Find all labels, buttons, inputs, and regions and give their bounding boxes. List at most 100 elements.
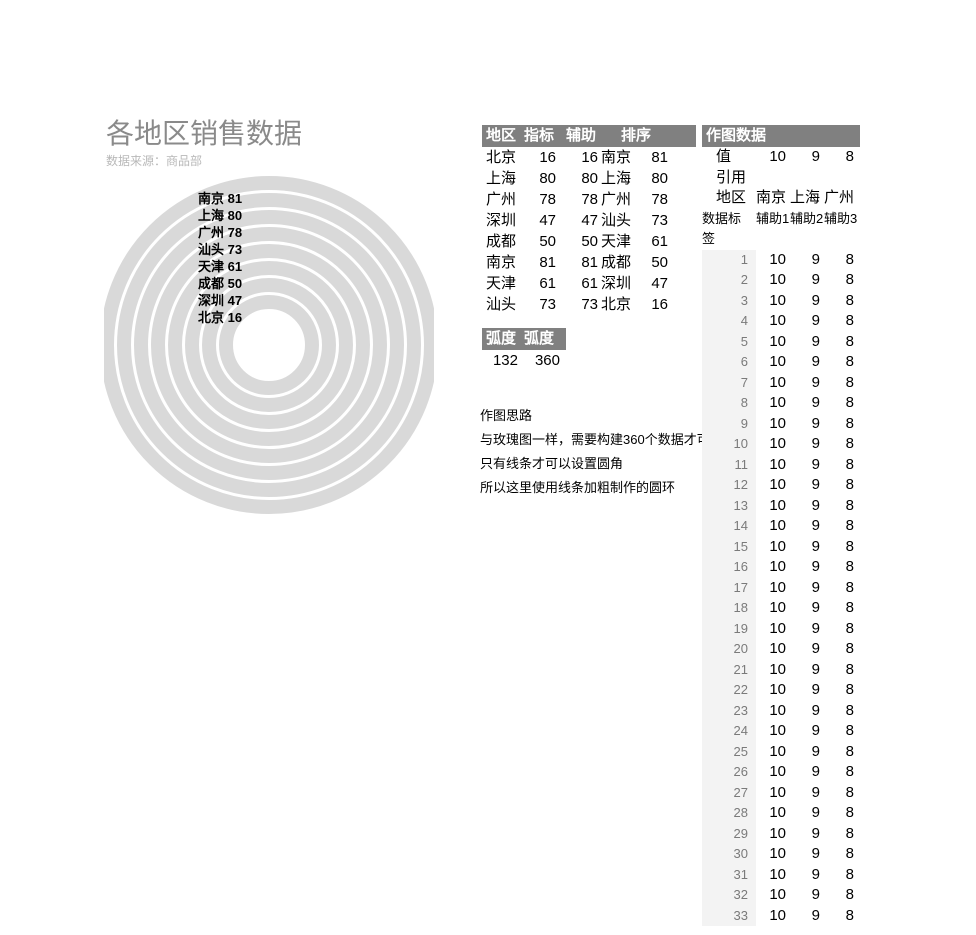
value-3: 8: [824, 147, 858, 168]
row-v1: 10: [756, 352, 790, 373]
row-index: 21: [702, 660, 756, 681]
region-1: 南京: [756, 188, 790, 209]
row-index: 8: [702, 393, 756, 414]
data-row-14: 141098: [702, 516, 860, 537]
data-row-21: 211098: [702, 660, 860, 681]
row-index: 2: [702, 270, 756, 291]
row-v1: 10: [756, 475, 790, 496]
row-index: 16: [702, 557, 756, 578]
col-label-3: 辅助3: [824, 209, 858, 250]
row-v1: 10: [756, 885, 790, 906]
row-v1: 10: [756, 373, 790, 394]
cell-region: 广州: [482, 189, 524, 210]
row-v2: 9: [790, 660, 824, 681]
data-row-6: 61098: [702, 352, 860, 373]
arc-v2: 360: [524, 350, 566, 371]
row-v3: 8: [824, 557, 858, 578]
row-index: 7: [702, 373, 756, 394]
row-index: 32: [702, 885, 756, 906]
chart-labels: 南京 81上海 80广州 78汕头 73天津 61成都 50深圳 47北京 16: [198, 190, 242, 326]
cell-indicator: 61: [524, 273, 566, 294]
row-index: 24: [702, 721, 756, 742]
row-v1: 10: [756, 639, 790, 660]
row-v2: 9: [790, 475, 824, 496]
row-v1: 10: [756, 680, 790, 701]
cell-sort-val: 81: [638, 147, 668, 168]
data-row-4: 41098: [702, 311, 860, 332]
page-title: 各地区销售数据: [106, 112, 302, 152]
row-v2: 9: [790, 557, 824, 578]
row-v1: 10: [756, 434, 790, 455]
region-row-2: 广州7878广州78: [482, 189, 696, 210]
cell-region: 上海: [482, 168, 524, 189]
cell-sort-name: 上海: [598, 168, 638, 189]
row-v3: 8: [824, 803, 858, 824]
row-index: 22: [702, 680, 756, 701]
ref-row: 引用: [702, 168, 860, 189]
row-v3: 8: [824, 619, 858, 640]
row-v1: 10: [756, 619, 790, 640]
data-row-5: 51098: [702, 332, 860, 353]
region-2: 上海: [790, 188, 824, 209]
hdr-arc2: 弧度: [524, 328, 566, 350]
row-index: 3: [702, 291, 756, 312]
value-1: 10: [756, 147, 790, 168]
row-index: 26: [702, 762, 756, 783]
row-v2: 9: [790, 373, 824, 394]
region-row-7: 汕头7373北京16: [482, 294, 696, 315]
data-row-8: 81098: [702, 393, 860, 414]
row-v2: 9: [790, 619, 824, 640]
region-row-4: 成都5050天津61: [482, 231, 696, 252]
row-index: 1: [702, 250, 756, 271]
value-2: 9: [790, 147, 824, 168]
row-v2: 9: [790, 393, 824, 414]
row-v3: 8: [824, 414, 858, 435]
hdr-sort: 排序: [621, 125, 696, 147]
data-row-33: 331098: [702, 906, 860, 927]
row-v2: 9: [790, 844, 824, 865]
data-row-1: 11098: [702, 250, 860, 271]
hdr-arc1: 弧度: [482, 328, 524, 350]
row-v3: 8: [824, 516, 858, 537]
cell-indicator: 47: [524, 210, 566, 231]
ring-1: [124, 200, 414, 490]
row-index: 14: [702, 516, 756, 537]
row-v3: 8: [824, 434, 858, 455]
data-row-18: 181098: [702, 598, 860, 619]
cell-indicator: 73: [524, 294, 566, 315]
row-v2: 9: [790, 352, 824, 373]
chart-label-1: 上海 80: [198, 207, 242, 224]
row-v1: 10: [756, 742, 790, 763]
row-v3: 8: [824, 865, 858, 886]
row-v1: 10: [756, 865, 790, 886]
row-v1: 10: [756, 291, 790, 312]
data-row-7: 71098: [702, 373, 860, 394]
hdr-aux: 辅助: [566, 125, 621, 147]
data-row-16: 161098: [702, 557, 860, 578]
hdr-indicator: 指标: [524, 125, 566, 147]
arc-table-header: 弧度 弧度: [482, 328, 566, 350]
note-line-1: 与玫瑰图一样，需要构建360个数据才可以圆: [480, 432, 736, 448]
page-subtitle: 数据来源：商品部: [106, 152, 202, 169]
cell-indicator: 81: [524, 252, 566, 273]
page: 各地区销售数据 数据来源：商品部 南京 81上海 80广州 78汕头 73天津 …: [0, 0, 976, 935]
row-v2: 9: [790, 783, 824, 804]
cell-sort-val: 50: [638, 252, 668, 273]
cell-aux: 80: [566, 168, 598, 189]
row-v3: 8: [824, 291, 858, 312]
chart-label-4: 天津 61: [198, 258, 242, 275]
row-v1: 10: [756, 824, 790, 845]
row-v3: 8: [824, 537, 858, 558]
row-v2: 9: [790, 250, 824, 271]
row-index: 9: [702, 414, 756, 435]
note-line-2: 只有线条才可以设置圆角: [480, 456, 736, 472]
cell-region: 成都: [482, 231, 524, 252]
row-v1: 10: [756, 578, 790, 599]
cell-indicator: 50: [524, 231, 566, 252]
row-v2: 9: [790, 680, 824, 701]
row-index: 5: [702, 332, 756, 353]
row-v1: 10: [756, 598, 790, 619]
row-v2: 9: [790, 701, 824, 722]
region-table: 地区 指标 辅助 排序 北京1616南京81上海8080上海80广州7878广州…: [482, 125, 696, 315]
cell-aux: 73: [566, 294, 598, 315]
